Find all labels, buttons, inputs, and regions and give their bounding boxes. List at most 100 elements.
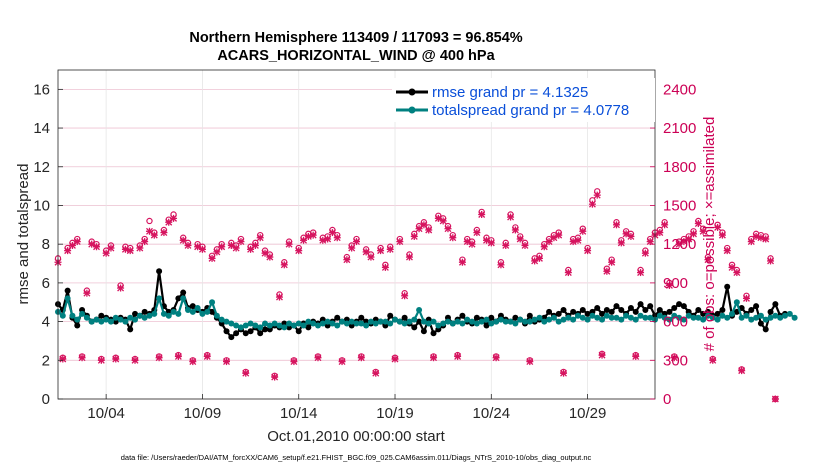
series-point-totalspread xyxy=(170,308,177,315)
obs-assimilated-marker xyxy=(584,247,592,255)
left-tick-label: 8 xyxy=(42,236,50,253)
obs-possible-marker xyxy=(146,217,153,225)
obs-assimilated-marker xyxy=(521,241,529,249)
series-point-totalspread xyxy=(367,318,374,325)
obs-assimilated-marker xyxy=(497,261,505,269)
right-tick-label: 2400 xyxy=(663,81,696,98)
series-point-rmse xyxy=(719,306,726,313)
series-point-totalspread xyxy=(204,308,211,315)
series-point-rmse xyxy=(666,308,673,315)
obs-assimilated-marker xyxy=(449,234,457,242)
series-point-rmse xyxy=(680,303,687,310)
obs-assimilated-marker xyxy=(203,352,211,360)
series-point-totalspread xyxy=(382,318,389,325)
series-point-totalspread xyxy=(704,312,711,319)
obs-assimilated-marker xyxy=(694,220,702,228)
series-point-totalspread xyxy=(406,318,413,325)
obs-assimilated-marker xyxy=(290,358,298,366)
plot-border xyxy=(57,69,656,400)
obs-assimilated-marker xyxy=(223,358,231,366)
series-point-totalspread xyxy=(348,318,355,325)
x-tick-label: 10/29 xyxy=(569,405,607,422)
series-point-totalspread xyxy=(671,312,678,319)
series-point-totalspread xyxy=(444,318,451,325)
series-point-totalspread xyxy=(685,312,692,319)
series-point-rmse xyxy=(180,289,187,296)
obs-assimilated-marker xyxy=(256,234,264,242)
series-point-rmse xyxy=(305,324,312,331)
series-point-totalspread xyxy=(589,312,596,319)
series-point-rmse xyxy=(98,312,105,319)
series-point-rmse xyxy=(156,268,163,275)
series-point-totalspread xyxy=(440,320,447,327)
obs-assimilated-marker xyxy=(396,238,404,246)
series-point-totalspread xyxy=(310,320,317,327)
series-point-totalspread xyxy=(613,314,620,321)
x-tick-label: 10/19 xyxy=(376,405,414,422)
series-point-totalspread xyxy=(266,322,273,329)
left-tick-label: 2 xyxy=(42,352,50,369)
obs-assimilated-marker xyxy=(131,356,139,364)
obs-assimilated-marker xyxy=(59,355,67,363)
series-point-totalspread xyxy=(579,314,586,321)
obs-assimilated-marker xyxy=(304,232,312,240)
right-tick-label: 900 xyxy=(663,275,688,292)
obs-assimilated-marker xyxy=(665,281,673,289)
series-point-totalspread xyxy=(724,314,731,321)
series-point-totalspread xyxy=(59,312,66,319)
right-tick-label: 1800 xyxy=(663,159,696,176)
obs-assimilated-marker xyxy=(145,227,153,235)
left-tick-label: 16 xyxy=(33,81,50,98)
series-point-totalspread xyxy=(555,318,562,325)
series-point-totalspread xyxy=(603,312,610,319)
obs-assimilated-marker xyxy=(266,253,274,261)
series-point-totalspread xyxy=(714,316,721,323)
series-point-totalspread xyxy=(329,320,336,327)
obs-assimilated-marker xyxy=(723,247,731,255)
series-point-totalspread xyxy=(661,314,668,321)
series-point-rmse xyxy=(584,310,591,317)
legend-totalspread-label: totalspread grand pr = 4.0778 xyxy=(432,102,629,119)
obs-assimilated-marker xyxy=(117,284,125,292)
obs-assimilated-marker xyxy=(656,229,664,237)
series-point-totalspread xyxy=(449,320,456,327)
obs-assimilated-marker xyxy=(386,245,394,253)
obs-assimilated-marker xyxy=(704,256,712,264)
series-point-totalspread xyxy=(194,305,201,312)
series-point-totalspread xyxy=(290,322,297,329)
x-gridlines xyxy=(105,70,588,399)
series-point-totalspread xyxy=(189,308,196,315)
series-point-rmse xyxy=(560,306,567,313)
right-tick-label: 1500 xyxy=(663,197,696,214)
series-point-totalspread xyxy=(459,320,466,327)
series-point-rmse xyxy=(632,308,639,315)
obs-assimilated-marker xyxy=(198,245,206,253)
series-point-totalspread xyxy=(411,316,418,323)
series-point-rmse xyxy=(613,303,620,310)
series-point-totalspread xyxy=(420,318,427,325)
series-point-totalspread xyxy=(743,312,750,319)
obs-assimilated-marker xyxy=(324,235,332,243)
series-point-totalspread xyxy=(546,316,553,323)
series-point-totalspread xyxy=(314,322,321,329)
series-point-totalspread xyxy=(416,306,423,313)
series-point-rmse xyxy=(416,318,423,325)
series-point-totalspread xyxy=(757,312,764,319)
series-point-totalspread xyxy=(74,316,81,323)
series-point-totalspread xyxy=(209,299,216,306)
series-point-totalspread xyxy=(435,322,442,329)
obs-assimilated-marker xyxy=(112,355,120,363)
obs-assimilated-marker xyxy=(218,243,226,251)
series-point-totalspread xyxy=(165,312,172,319)
series-point-rmse xyxy=(656,306,663,313)
obs-assimilated-marker xyxy=(714,223,722,231)
obs-assimilated-marker xyxy=(516,235,524,243)
series-point-totalspread xyxy=(762,316,769,323)
series-point-rmse xyxy=(599,310,606,317)
series-point-rmse xyxy=(228,334,235,341)
series-point-totalspread xyxy=(493,318,500,325)
obs-assimilated-marker xyxy=(348,244,356,252)
series-point-totalspread xyxy=(160,310,167,317)
obs-assimilated-marker xyxy=(271,373,279,381)
